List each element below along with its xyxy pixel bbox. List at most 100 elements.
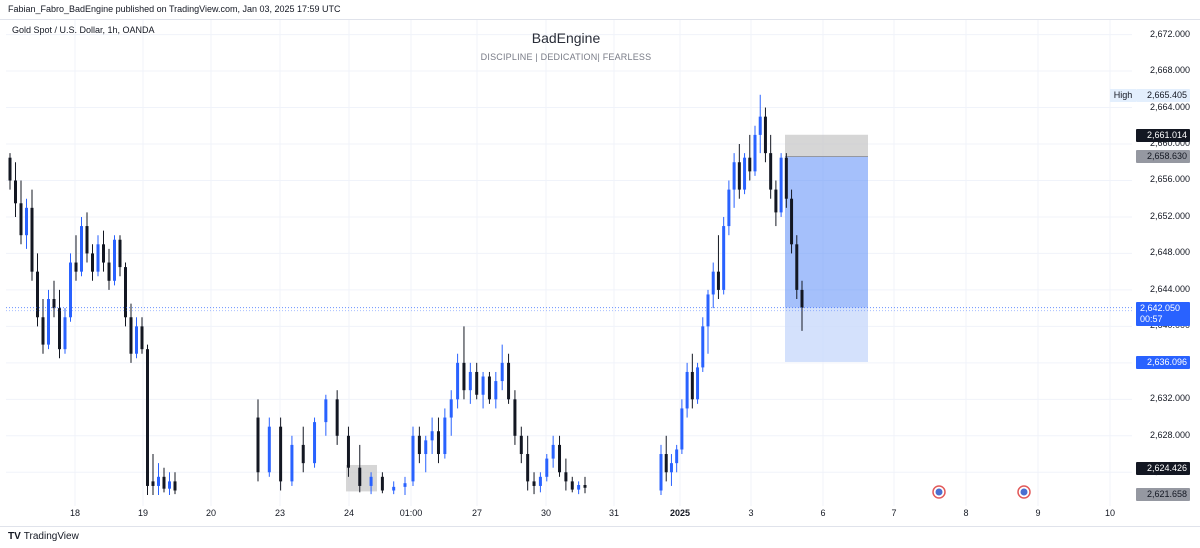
candle-body <box>107 262 111 281</box>
entry-price-tag: 2,658.630 <box>1136 150 1190 164</box>
candle-body <box>36 271 39 318</box>
brand-title: BadEngine <box>531 30 601 46</box>
time-axis-label: 27 <box>471 508 483 518</box>
price-axis-label: 2,668.000 <box>1149 65 1190 76</box>
bar-countdown: 00:57 <box>1140 313 1163 324</box>
candle-body <box>85 226 89 254</box>
candle-body <box>538 476 542 486</box>
price-axis-label: 2,660.000 <box>1149 138 1190 148</box>
candle-body <box>346 435 350 468</box>
candle-body <box>690 371 694 400</box>
candle-body <box>795 244 799 290</box>
candle-body <box>737 162 741 190</box>
symbol-legend[interactable]: Gold Spot / U.S. Dollar, 1h, OANDA <box>12 25 155 35</box>
chart-canvas[interactable] <box>0 20 1200 526</box>
candle-body <box>748 157 752 172</box>
candle-body <box>507 362 511 400</box>
candle-body <box>675 449 679 464</box>
candle-body <box>69 262 72 318</box>
candle-body <box>468 371 472 391</box>
event-flag-core <box>1020 488 1028 496</box>
candle-body <box>313 422 317 464</box>
candle-body <box>790 198 794 245</box>
candle-body <box>91 253 94 272</box>
low-level-tag: 2,624.426 <box>1136 462 1190 476</box>
time-axis-label: 9 <box>1035 508 1041 518</box>
candle-body <box>129 317 133 354</box>
time-axis-label: 6 <box>820 508 826 518</box>
candle-body <box>564 472 568 482</box>
chart-area[interactable] <box>0 20 1200 526</box>
event-flag-icon <box>932 485 946 499</box>
time-axis-label: 31 <box>608 508 620 518</box>
candle-body <box>52 299 56 309</box>
candle-body <box>47 299 50 345</box>
high-price-tag: 2,665.405 <box>1136 88 1190 102</box>
candle-body <box>706 294 710 327</box>
price-axis-label: 2,672.000 <box>1149 28 1190 39</box>
time-axis-label: 8 <box>963 508 969 518</box>
candle-body <box>19 203 23 236</box>
candle-body <box>41 317 45 345</box>
candle-body <box>151 481 155 486</box>
time-axis-label: 24 <box>343 508 355 518</box>
time-axis-label: 30 <box>540 508 552 518</box>
candle-body <box>58 308 61 350</box>
candle-body <box>102 244 105 263</box>
candle-body <box>558 444 562 473</box>
time-axis-label: 18 <box>69 508 81 518</box>
footer-bar <box>0 526 1200 548</box>
tradingview-logo-mark: TV <box>8 531 21 542</box>
candle-body <box>680 408 684 450</box>
candle-body <box>96 244 100 272</box>
header-bar: Fabian_Fabro_BadEngine published on Trad… <box>0 0 1200 20</box>
candle-body <box>716 271 720 290</box>
candle-body <box>74 262 78 272</box>
price-axis-label: 2,648.000 <box>1149 247 1190 258</box>
stop-price-tag: 2,661.014 <box>1136 128 1190 142</box>
candle-body <box>494 381 498 400</box>
candle-body <box>532 481 536 486</box>
publish-info: Fabian_Fabro_BadEngine published on Trad… <box>8 4 341 14</box>
time-axis-label: 3 <box>748 508 754 518</box>
candle-body <box>577 485 581 490</box>
candle-body <box>267 426 271 473</box>
event-flag-icon <box>1017 485 1031 499</box>
candle-body <box>732 162 736 190</box>
candle-body <box>80 226 83 272</box>
candle-body <box>696 367 700 400</box>
bottom-level-tag: 2,621.658 <box>1136 487 1190 501</box>
candle-body <box>487 376 491 400</box>
candle-body <box>380 476 384 491</box>
candle-body <box>392 486 396 491</box>
candle-body <box>551 444 555 459</box>
candle-body <box>168 481 171 489</box>
candle-body <box>727 189 731 227</box>
candle-body <box>301 444 305 464</box>
candle-body <box>369 476 373 486</box>
candle-body <box>519 435 523 455</box>
candle-body <box>25 207 28 236</box>
stop-loss-zone <box>785 134 868 157</box>
candle-body <box>774 189 778 213</box>
tradingview-logo[interactable]: TV TradingView <box>8 531 79 542</box>
candle-body <box>583 485 587 488</box>
candle-body <box>711 271 715 295</box>
candle-body <box>570 481 574 490</box>
candle-body <box>443 417 447 455</box>
candle-body <box>157 476 160 486</box>
candle-body <box>526 454 530 482</box>
candle-body <box>669 463 673 473</box>
candle-body <box>743 157 747 190</box>
time-axis-label: 10 <box>1104 508 1116 518</box>
event-flag-core <box>935 488 943 496</box>
target-price-tag: 2,636.096 <box>1136 355 1190 369</box>
candle-body <box>545 458 549 477</box>
price-axis-label: 2,628.000 <box>1149 429 1190 440</box>
brand-subtitle: DISCIPLINE | DEDICATION| FEARLESS <box>480 52 652 62</box>
candle-body <box>664 454 668 473</box>
candle-body <box>424 440 428 455</box>
candle-body <box>481 376 485 395</box>
current-price-value: 2,642.050 <box>1140 302 1181 313</box>
time-axis-label: 01:00 <box>399 508 423 518</box>
